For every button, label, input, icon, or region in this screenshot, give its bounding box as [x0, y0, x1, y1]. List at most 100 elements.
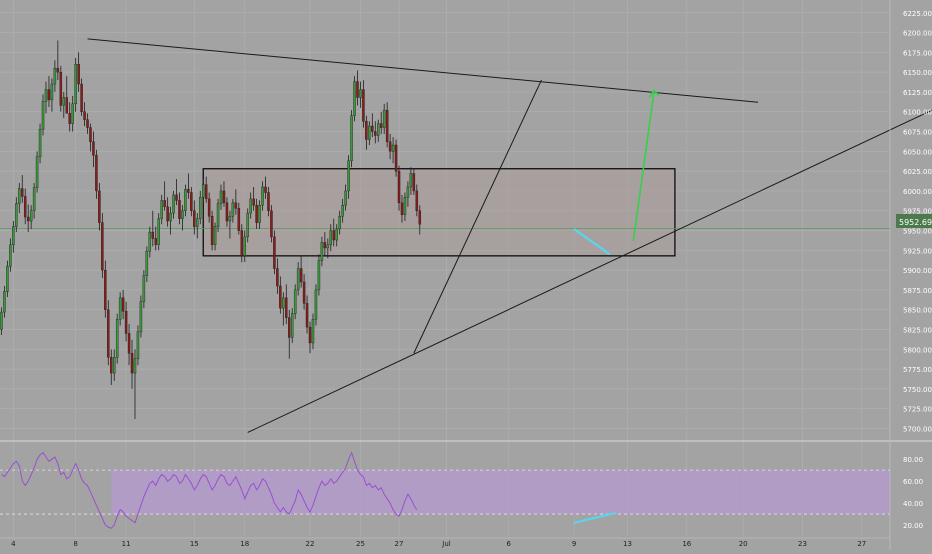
price-tick-label: 6100.00 [903, 109, 932, 117]
candle-body [151, 231, 155, 239]
candle-body [157, 218, 160, 245]
rsi-tick-label: 20.00 [903, 522, 923, 530]
time-tick-label: 9 [572, 540, 576, 548]
candle-body [225, 202, 229, 222]
candle-body [136, 331, 140, 360]
candle-body [130, 353, 134, 374]
candle-body [21, 188, 24, 197]
candle-body [347, 160, 350, 192]
time-tick-label: 15 [190, 540, 199, 548]
price-tick-label: 5975.00 [903, 208, 932, 216]
candle-body [382, 109, 386, 128]
consolidation-rectangle-layer [0, 168, 890, 257]
candle-body [329, 230, 333, 245]
price-tick-label: 5875.00 [903, 287, 932, 295]
candle-body [107, 309, 110, 358]
candle-body [296, 268, 300, 291]
time-tick-label: 6 [507, 540, 512, 548]
price-tick-label: 6125.00 [903, 89, 932, 97]
price-tick-label: 6150.00 [903, 69, 932, 77]
candle-body [409, 173, 413, 188]
candle-body [302, 281, 306, 304]
candle-body [201, 184, 205, 198]
candle-body [0, 311, 3, 330]
candle-body [47, 89, 51, 101]
candle-body [243, 236, 246, 257]
candle-body [184, 189, 187, 211]
candle-body [270, 210, 273, 238]
candle-body [397, 170, 401, 204]
candle-body [359, 89, 362, 98]
candle-body [169, 212, 172, 222]
candle-body [412, 173, 416, 192]
price-tick-label: 5950.00 [903, 228, 932, 236]
candle-body [228, 216, 232, 222]
candle-body [199, 197, 202, 219]
candle-body [279, 285, 282, 309]
candle-body [9, 244, 12, 267]
candle-body [332, 230, 335, 241]
candle-body [371, 125, 374, 132]
candle-body [305, 303, 309, 328]
candle-body [415, 190, 419, 211]
price-tick-label: 5775.00 [903, 366, 932, 374]
candle-body [80, 83, 83, 112]
candle-body [341, 204, 344, 217]
candle-body [285, 297, 288, 318]
candle-body [29, 210, 33, 222]
price-tick-label: 6075.00 [903, 129, 932, 137]
price-tick-label: 6000.00 [903, 188, 932, 196]
candle-body [213, 226, 217, 245]
candle-body [38, 128, 42, 158]
candle-body [273, 236, 276, 269]
candle-body [50, 83, 54, 101]
candle-body [207, 198, 211, 217]
time-tick-label: 22 [306, 540, 315, 548]
price-tick-label: 6175.00 [903, 49, 932, 57]
candle-body [252, 198, 255, 206]
candle-body [41, 101, 45, 130]
candle-body [240, 230, 244, 257]
candle-body [249, 198, 252, 214]
candle-body [110, 357, 113, 374]
candle-body [121, 297, 125, 312]
price-tick-label: 5900.00 [903, 267, 932, 275]
candle-body [115, 319, 119, 358]
candle-body [216, 203, 220, 227]
time-tick-label: 27 [395, 540, 404, 548]
candle-body [187, 189, 190, 193]
candle-body [258, 204, 261, 223]
price-tick-label: 5725.00 [903, 406, 932, 414]
candle-body [124, 311, 128, 334]
candle-body [142, 275, 146, 302]
candles-layer [0, 40, 422, 419]
candle-body [12, 226, 15, 245]
price-tick-label: 5825.00 [903, 327, 932, 335]
candle-body [418, 210, 422, 225]
candle-body [320, 242, 324, 261]
candle-body [196, 218, 199, 227]
candle-body [181, 210, 184, 219]
candle-body [95, 155, 98, 192]
candle-body [264, 186, 267, 193]
candle-body [326, 244, 330, 249]
candle-body [26, 216, 30, 222]
candle-body [118, 297, 122, 320]
candle-body [234, 202, 238, 209]
consolidation-rectangle [202, 168, 676, 257]
candle-body [338, 216, 341, 230]
time-tick-label: Jul [441, 540, 451, 548]
candle-body [308, 326, 312, 344]
candle-body [261, 186, 264, 206]
candle-body [290, 313, 294, 338]
candle-body [293, 289, 297, 314]
candle-body [77, 64, 80, 85]
candle-body [62, 97, 66, 106]
candle-body [246, 212, 249, 238]
price-tick-label: 6200.00 [903, 30, 932, 38]
candle-body [139, 301, 143, 333]
candle-body [175, 194, 178, 201]
candle-body [365, 121, 368, 140]
candle-body [163, 200, 166, 207]
